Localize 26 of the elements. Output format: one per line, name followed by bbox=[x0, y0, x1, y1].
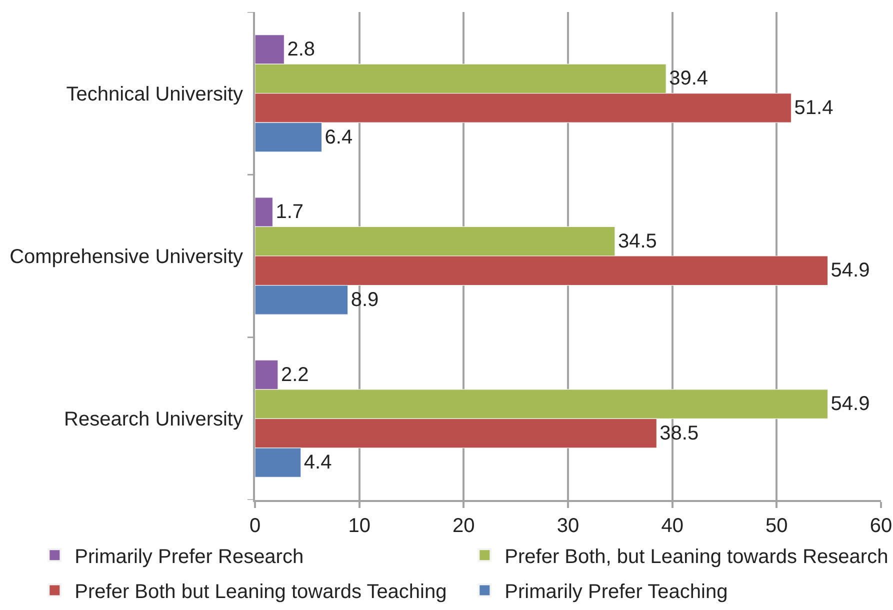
data-label: 54.9 bbox=[830, 393, 870, 416]
x-tick-label: 40 bbox=[661, 515, 684, 537]
x-tick-label: 50 bbox=[766, 515, 788, 537]
data-label: 1.7 bbox=[276, 201, 304, 224]
legend-label: Prefer Both but Leaning towards Teaching bbox=[74, 581, 447, 604]
data-label: 6.4 bbox=[324, 126, 353, 148]
x-tick-label: 60 bbox=[870, 515, 892, 537]
legend-label: Primarily Prefer Research bbox=[74, 546, 304, 568]
data-label: 38.5 bbox=[660, 422, 699, 444]
x-tick-label: 10 bbox=[348, 515, 370, 537]
data-label: 4.4 bbox=[304, 452, 332, 474]
data-label: 2.8 bbox=[287, 38, 316, 60]
data-label: 39.4 bbox=[669, 68, 708, 90]
y-tick-label: Technical University bbox=[66, 83, 243, 106]
x-tick-label: 0 bbox=[249, 515, 261, 537]
legend-label: Primarily Prefer Teaching bbox=[504, 581, 728, 604]
data-label: 54.9 bbox=[830, 260, 870, 282]
y-tick-label: Comprehensive University bbox=[10, 246, 243, 268]
x-tick-label: 30 bbox=[556, 515, 580, 537]
data-label: 2.2 bbox=[280, 364, 309, 386]
data-label: 34.5 bbox=[618, 230, 657, 252]
x-tick-label: 20 bbox=[452, 515, 475, 537]
legend-label: Prefer Both, but Leaning towards Research bbox=[504, 546, 888, 568]
data-label: 8.9 bbox=[350, 288, 379, 311]
y-tick-label: Research University bbox=[64, 408, 243, 431]
data-label: 51.4 bbox=[794, 96, 834, 119]
